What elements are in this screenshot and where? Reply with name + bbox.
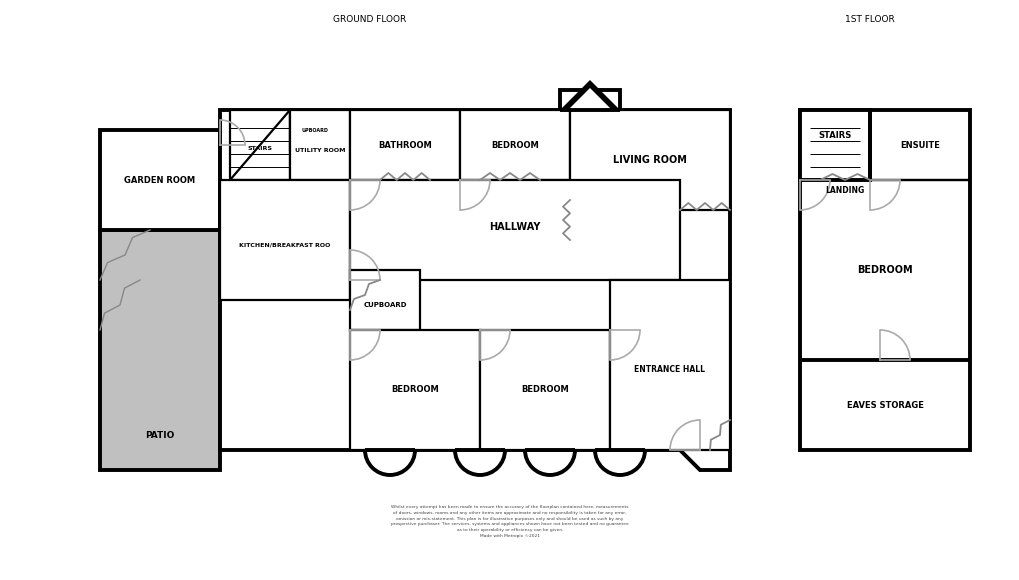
Bar [289, 110, 350, 180]
Text: BEDROOM: BEDROOM [390, 386, 438, 394]
Bar [350, 180, 680, 280]
Bar [609, 280, 730, 450]
Polygon shape [559, 80, 620, 110]
Text: BATHROOM: BATHROOM [378, 140, 431, 150]
Text: HALLWAY: HALLWAY [489, 222, 540, 232]
Bar [350, 330, 480, 450]
Text: GARDEN ROOM: GARDEN ROOM [124, 176, 196, 184]
Text: BEDROOM: BEDROOM [521, 386, 569, 394]
Bar [799, 110, 869, 180]
Text: EAVES STORAGE: EAVES STORAGE [846, 401, 922, 409]
Bar [460, 110, 570, 180]
Text: ENTRANCE HALL: ENTRANCE HALL [634, 365, 705, 375]
Text: KITCHEN/BREAKFAST ROO: KITCHEN/BREAKFAST ROO [239, 242, 330, 248]
Bar [570, 110, 730, 210]
Text: LANDING: LANDING [824, 186, 863, 194]
Polygon shape [100, 230, 220, 470]
Text: STAIRS: STAIRS [248, 146, 272, 150]
Bar [220, 180, 350, 300]
Text: ENSUITE: ENSUITE [899, 140, 940, 150]
Bar [480, 330, 609, 450]
Text: BEDROOM: BEDROOM [856, 265, 912, 275]
Bar [289, 110, 339, 150]
Text: BEDROOM: BEDROOM [490, 140, 538, 150]
Bar [350, 270, 420, 330]
Text: 1ST FLOOR: 1ST FLOOR [845, 15, 894, 24]
Text: CUPBOARD: CUPBOARD [363, 302, 407, 308]
Text: UPBOARD: UPBOARD [302, 128, 328, 132]
Text: STAIRS: STAIRS [817, 130, 851, 140]
Polygon shape [100, 130, 220, 230]
Text: LIVING ROOM: LIVING ROOM [612, 155, 686, 165]
Bar [229, 110, 289, 180]
Text: GROUND FLOOR: GROUND FLOOR [333, 15, 407, 24]
Bar [350, 110, 460, 180]
Text: Whilst every attempt has been made to ensure the accuracy of the floorplan conta: Whilst every attempt has been made to en… [390, 505, 629, 538]
Bar [799, 110, 969, 450]
Polygon shape [220, 90, 730, 470]
Text: PATIO: PATIO [145, 430, 174, 440]
Polygon shape [568, 88, 611, 110]
Text: UTILITY ROOM: UTILITY ROOM [294, 147, 344, 153]
